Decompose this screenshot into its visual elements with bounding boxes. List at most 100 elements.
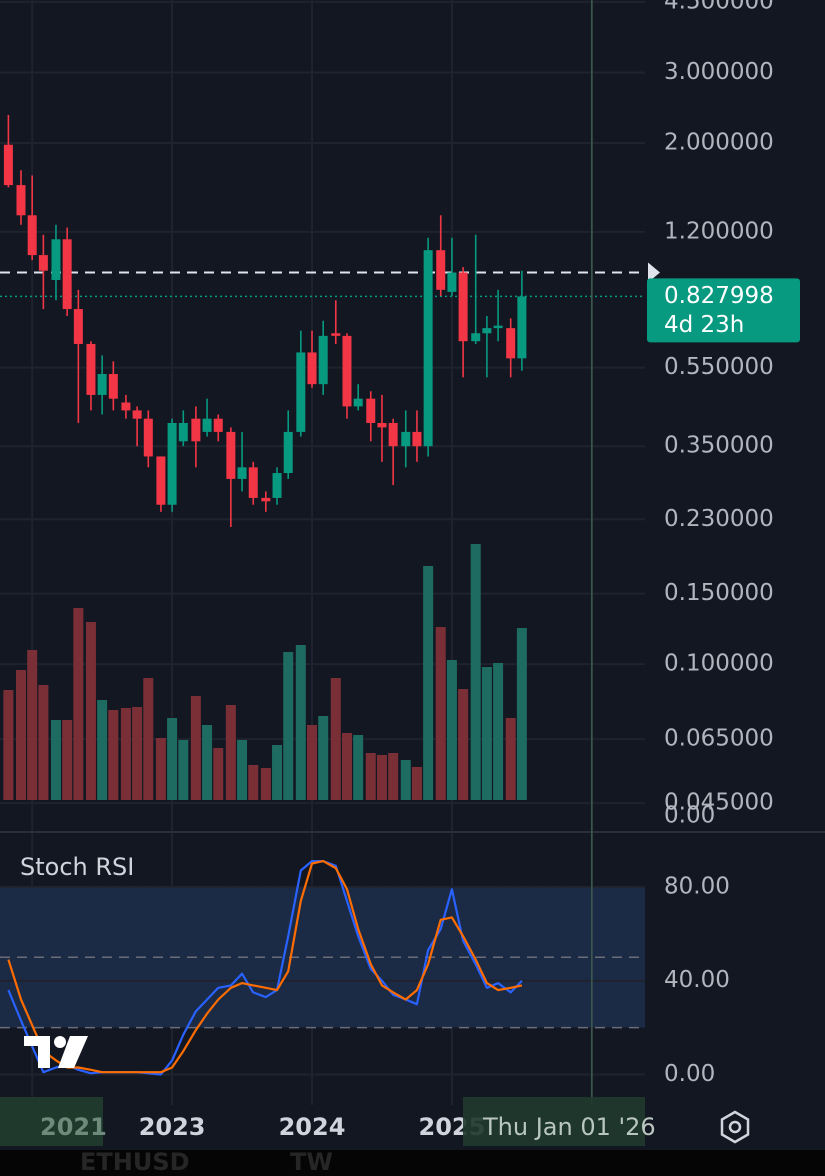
candle-body [412,431,422,447]
candle-body [213,418,223,432]
candle-body [191,418,201,442]
candle-body [178,422,188,442]
candle-body [51,239,61,280]
candle-body [388,422,398,447]
footer-text: TW [290,1148,333,1176]
candle-body [226,431,236,479]
volume-bar [330,678,341,800]
candle-body [248,467,258,498]
candle-body [401,431,411,447]
candle-body [283,431,293,474]
volume-bar [272,745,283,800]
volume-bar [97,700,108,800]
volume-bar [108,710,119,800]
candle-body [121,402,131,411]
volume-bar [318,716,329,800]
y-tick-label: 0.230000 [664,506,774,532]
volume-bar [458,689,469,800]
candle-body [108,374,118,399]
volume-bar [481,667,492,800]
candle-body [471,333,481,342]
volume-bar [167,718,178,800]
countdown-label: 4d 23h [664,312,744,338]
stoch-pane [0,860,645,1076]
date-label-left: 2021 [40,1113,107,1141]
volume-bar [446,660,457,800]
candle-body [86,343,96,395]
candle-body [458,272,468,342]
candle-body [366,398,376,423]
y-tick-label: 1.200000 [664,218,774,244]
candle-body [331,333,341,336]
candle-body [377,422,387,428]
x-tick-label: 2023 [139,1113,206,1141]
y-tick-label: 0.045000 [664,790,774,816]
volume-bar [85,622,96,800]
candle-body [447,272,457,292]
candle-body [167,422,177,505]
volume-bar [132,707,143,800]
y-tick-label: 0.150000 [664,580,774,606]
volume-bar [237,740,248,800]
volume-bar [516,628,527,800]
volume-bar [225,705,236,800]
volume-bar [260,768,271,800]
volume-bar [493,663,504,800]
bottom-bar [0,1150,825,1176]
y-tick-label: 0.350000 [664,433,774,459]
y-tick-label: 80.00 [664,873,730,899]
volume-bar [120,708,131,800]
candle-body [423,250,433,447]
last-price-box [647,278,800,343]
candle-body [482,328,492,334]
candle-body [237,467,247,479]
candle-body [97,374,107,395]
volume-bar [178,740,189,800]
candle-body [156,456,166,505]
candle-body [27,215,37,256]
volume-bar [213,748,224,800]
volume-bar [202,725,213,800]
y-tick-label: 3.000000 [664,59,774,85]
volume-bar [376,755,387,800]
settings-icon[interactable] [720,1110,750,1144]
tv-logo[interactable] [24,1036,88,1068]
candle-body [132,410,142,419]
volume-bar [143,678,154,800]
volume-bar [62,720,73,800]
candle-body [261,497,271,502]
volume-bar [15,670,26,800]
volume-bar [341,733,352,800]
candle-body [143,418,153,457]
volume-bar [50,720,61,800]
candle-body [353,398,363,407]
reference-marker [648,262,660,283]
y-tick-label: 0.100000 [664,651,774,677]
y-tick-label: 0.065000 [664,726,774,752]
candle-body [16,185,26,216]
volume-bar [365,753,376,800]
crosshair-date-label: Thu Jan 01 '26 [482,1113,656,1141]
x-tick-label: 2024 [279,1113,346,1141]
last-price-label: 0.827998 [664,283,774,309]
y-tick-label: 0.00 [664,1061,715,1087]
y-tick-label: 0.550000 [664,354,774,380]
volume-bar [388,753,399,800]
volume-bar [73,608,84,800]
price-pane [0,114,645,800]
candle-body [38,255,48,271]
volume-bar [353,735,364,800]
volume-bar [190,696,201,800]
volume-bar [400,760,411,800]
volume-bar [505,718,516,800]
overlay-layer: 4.500000 3.000000 2.000000 1.200000 0.550000… [0,0,800,1146]
candle-body [318,335,328,385]
candle-body [202,418,212,432]
date-box-left [0,1097,103,1146]
candle-body [506,328,516,359]
candle-body [493,325,503,329]
volume-axis-label: 0.00 [664,803,715,829]
candle-body [62,239,72,310]
